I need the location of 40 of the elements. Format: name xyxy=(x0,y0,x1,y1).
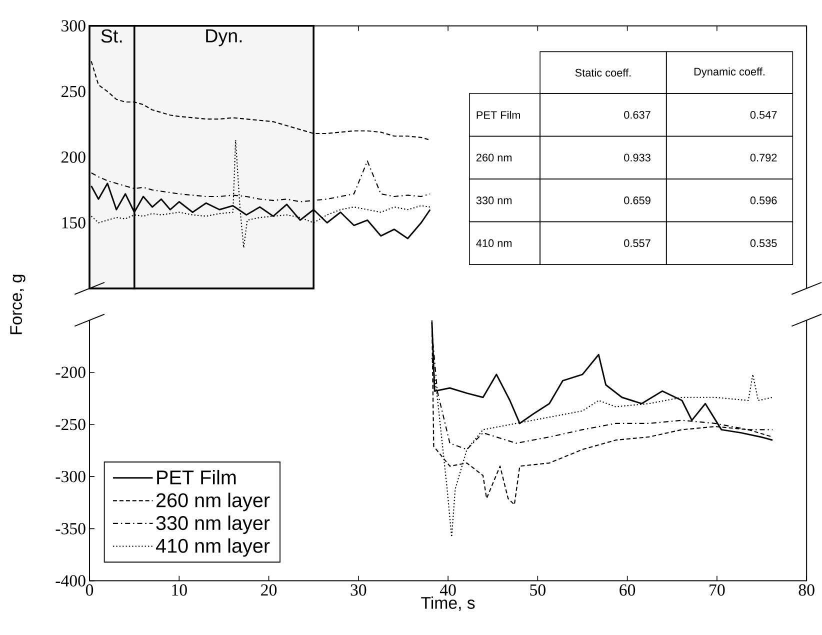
x-axis-title: Time, s xyxy=(421,596,475,612)
y-tick-label: -200 xyxy=(56,366,86,378)
y-tick-label: -300 xyxy=(56,471,86,483)
y-tick-label: 200 xyxy=(61,152,86,164)
text: 260 nm xyxy=(476,154,512,162)
text: 330 nm xyxy=(476,196,512,204)
x-tick-label: 10 xyxy=(172,584,187,596)
data-label: 0.933 xyxy=(624,154,650,162)
data-label: 0.637 xyxy=(624,111,650,119)
data-label: 0.659 xyxy=(624,196,650,204)
x-tick-label: 0 xyxy=(86,584,94,596)
data-label: 0.792 xyxy=(750,154,777,162)
data-label: 0.596 xyxy=(750,196,777,204)
y-axis-title: Force, g xyxy=(10,275,26,334)
y-tick-label: -250 xyxy=(56,419,86,430)
x-tick-label: 20 xyxy=(261,584,277,596)
category-label: Static coeff. xyxy=(575,68,631,77)
x-tick-label: 60 xyxy=(620,584,636,596)
band-label: Dyn. xyxy=(206,30,242,46)
data-label: 0.557 xyxy=(624,240,650,248)
y-tick-label: -350 xyxy=(56,523,86,535)
category-label: Dynamic coeff. xyxy=(694,68,764,78)
data-label: 0.547 xyxy=(750,111,777,119)
data-label: 0.535 xyxy=(750,240,777,248)
x-tick-label: 70 xyxy=(710,584,725,596)
text: 410 nm xyxy=(476,240,512,248)
y-tick-label: 300 xyxy=(62,20,86,32)
x-tick-label: 30 xyxy=(350,584,366,596)
y-tick-label: -400 xyxy=(56,575,86,587)
legend-label: PET Film xyxy=(157,470,236,485)
x-tick-label: 80 xyxy=(798,584,814,596)
text: PET Film xyxy=(476,111,520,120)
band-label: St. xyxy=(101,30,122,43)
y-tick-label: 250 xyxy=(61,86,86,98)
x-tick-label: 50 xyxy=(530,584,546,596)
legend-label: 260 nm layer xyxy=(156,492,270,512)
legend-label: 330 nm layer xyxy=(156,516,270,534)
y-tick-label: 150 xyxy=(62,217,86,229)
x-tick-label: 40 xyxy=(440,584,456,596)
legend-label: 410 nm layer xyxy=(156,538,270,558)
